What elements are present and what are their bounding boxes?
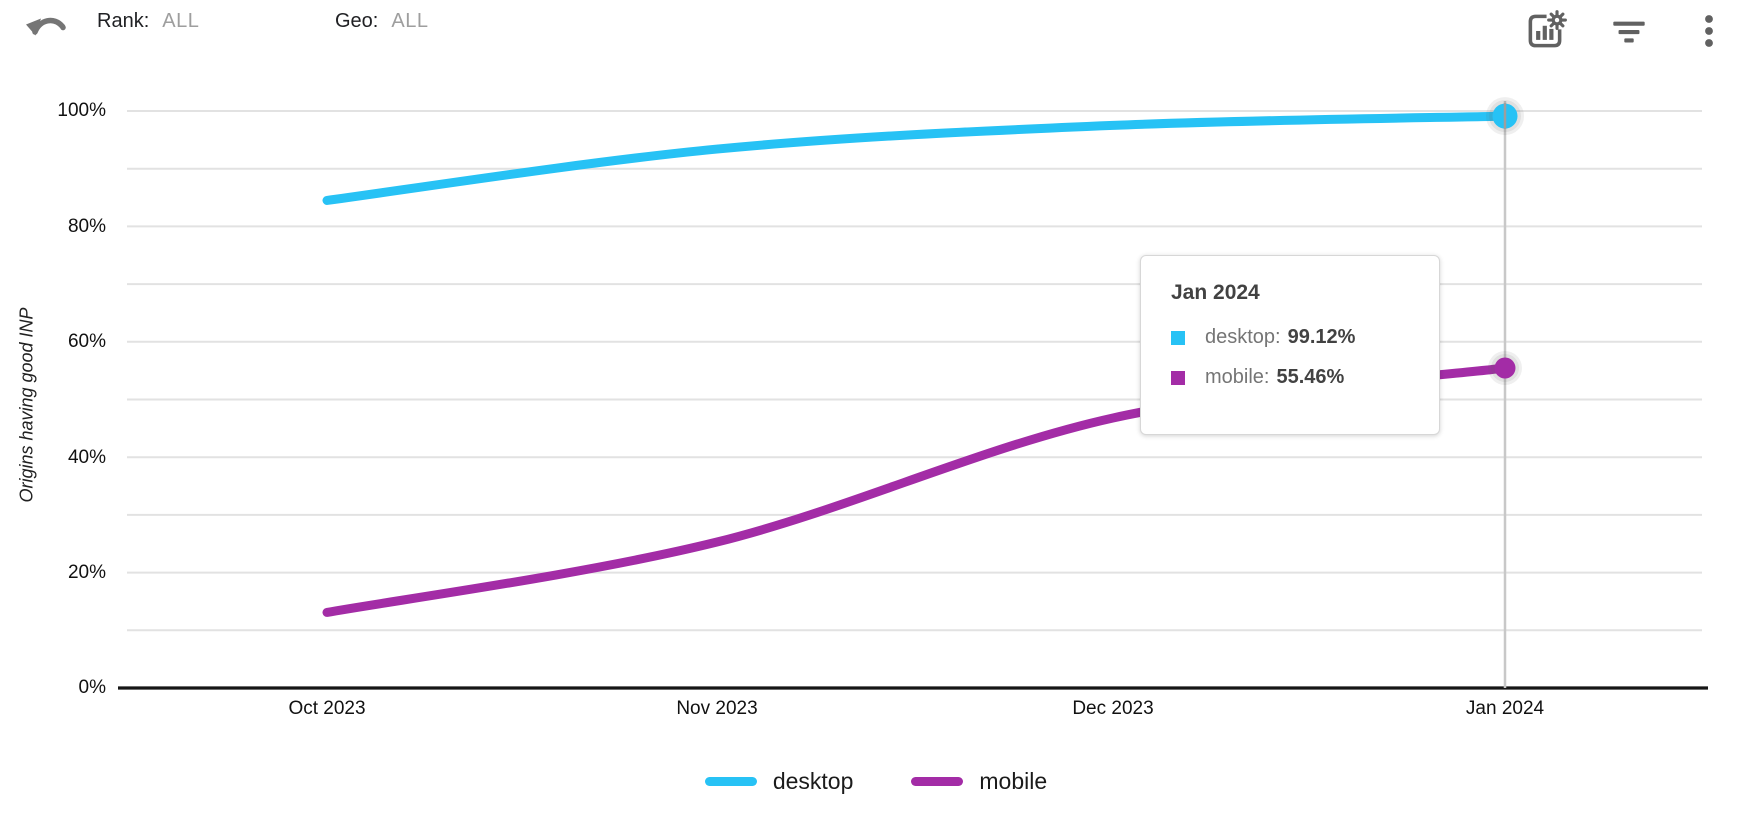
y-tick-60: 60% [67,331,106,352]
filter-icon[interactable] [1606,8,1652,54]
geo-value[interactable]: ALL [391,10,429,32]
tooltip-row-mobile: mobile: 55.46% [1171,366,1409,389]
y-tick-20: 20% [67,562,106,583]
x-tick-jan-2024: Jan 2024 [1465,698,1545,719]
tooltip-desktop-label: desktop: [1205,326,1281,348]
geo-label: Geo: [335,10,379,32]
plot-canvas[interactable] [0,0,1752,760]
tooltip-mobile-label: mobile: [1205,366,1270,388]
y-tick-80: 80% [67,216,106,237]
chart-tooltip: Jan 2024 desktop: 99.12% mobile: 55.46% [1140,255,1440,435]
geo-filter[interactable]: Geo: ALL [335,10,428,33]
rank-label: Rank: [97,10,150,32]
tooltip-title: Jan 2024 [1171,281,1260,304]
y-tick-40: 40% [67,447,106,468]
x-tick-oct-2023: Oct 2023 [288,698,366,719]
more-options-icon[interactable] [1694,8,1724,54]
undo-icon[interactable] [26,12,70,46]
legend-item-mobile[interactable]: mobile [911,768,1047,795]
legend-item-desktop[interactable]: desktop [704,768,854,795]
undo-arrow-glyph [26,17,66,36]
rank-value[interactable]: ALL [162,10,200,32]
x-tick-dec-2023: Dec 2023 [1072,698,1154,719]
filter-glyph [1613,21,1645,43]
line-chart[interactable]: Origins having good INP 100% 80% 60% 40%… [0,56,1752,756]
desktop-swatch-icon [1171,330,1185,345]
tooltip-row-desktop: desktop: 99.12% [1171,326,1409,349]
desktop-line-swatch-icon [704,777,757,786]
mobile-line-swatch-icon [911,777,964,786]
y-tick-0: 0% [78,677,106,698]
kebab-glyph [1705,15,1713,47]
x-tick-nov-2023: Nov 2023 [676,698,758,719]
chart-settings-glyph [1528,10,1567,48]
chart-legend: desktop mobile [0,768,1752,795]
toolbar: Rank: ALL Geo: ALL [0,0,1752,56]
legend-mobile-label: mobile [979,768,1048,794]
gear-glyph [1547,10,1567,30]
legend-desktop-label: desktop [772,768,854,794]
mobile-swatch-icon [1171,370,1185,385]
y-tick-100: 100% [57,100,106,121]
tooltip-desktop-value: 99.12% [1287,326,1356,348]
chart-settings-icon[interactable] [1522,8,1568,54]
tooltip-mobile-value: 55.46% [1276,366,1345,388]
rank-filter[interactable]: Rank: ALL [97,10,199,33]
